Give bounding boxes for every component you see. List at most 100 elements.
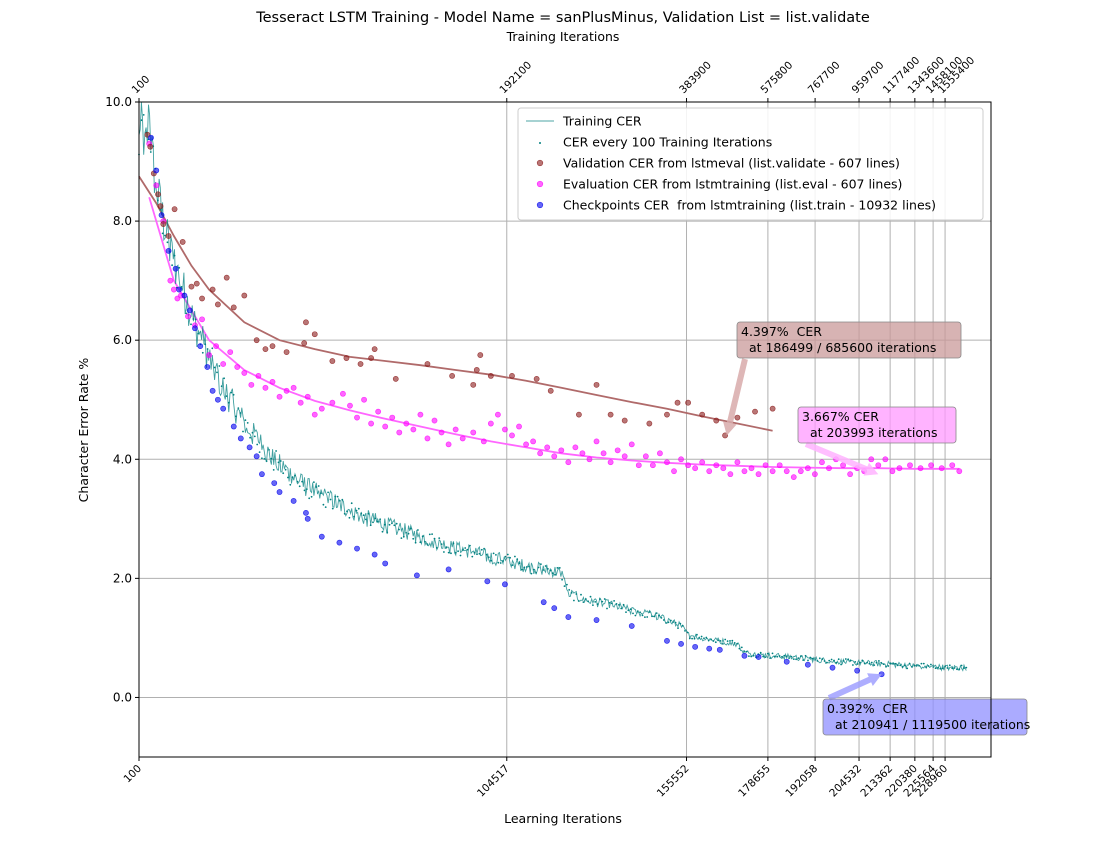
every-100-point <box>882 663 885 665</box>
validation-point <box>188 283 195 290</box>
validation-point <box>664 411 670 418</box>
checkpoint-point <box>336 539 343 546</box>
every-100-point <box>402 535 405 538</box>
every-100-point <box>440 543 443 545</box>
evaluation-point <box>600 450 607 457</box>
every-100-point <box>230 391 233 394</box>
every-100-point <box>651 615 653 618</box>
every-100-point <box>889 662 892 665</box>
checkpoints-annotation-arrow <box>827 673 882 701</box>
every-100-point <box>232 393 235 396</box>
evaluation-point <box>290 384 297 391</box>
every-100-point <box>433 537 436 540</box>
every-100-point <box>483 547 485 550</box>
validation-point <box>155 191 161 198</box>
every-100-point <box>835 661 838 664</box>
evaluation-point <box>424 435 431 442</box>
validation-point <box>262 346 269 353</box>
every-100-point <box>575 593 578 595</box>
evaluation-point <box>248 381 255 388</box>
top-x-axis-label: Training Iterations <box>506 29 620 44</box>
every-100-point <box>237 407 240 409</box>
every-100-point <box>774 655 776 658</box>
validation-point <box>230 304 237 311</box>
every-100-point <box>892 662 894 665</box>
legend-swatch-validation <box>536 159 544 167</box>
every-100-point <box>679 622 682 625</box>
evaluation-point <box>804 465 811 472</box>
checkpoint-point <box>259 471 265 478</box>
evaluation-point <box>621 453 628 460</box>
validation-point <box>674 399 681 406</box>
evaluation-point <box>304 393 311 400</box>
every-100-point <box>615 603 618 605</box>
checkpoint-point <box>783 658 790 665</box>
evaluation-point <box>354 414 360 421</box>
validation-point <box>477 352 484 358</box>
evaluation-point <box>276 393 283 400</box>
every-100-point <box>303 489 306 492</box>
validation-point <box>357 361 364 367</box>
every-100-point <box>854 661 857 663</box>
every-100-point <box>636 610 639 613</box>
evaluation-point <box>311 411 318 418</box>
every-100-point <box>963 667 965 669</box>
checkpoint-point <box>176 286 183 293</box>
validation-point <box>722 432 728 439</box>
checkpoint-point <box>197 343 204 350</box>
every-100-point <box>355 509 358 512</box>
evaluation-annotation-box <box>797 406 957 444</box>
every-100-point <box>828 659 831 662</box>
every-100-point <box>480 548 483 551</box>
y-tick-label: 10.0 <box>105 95 132 109</box>
every-100-point <box>859 661 861 664</box>
validation-point <box>160 221 167 227</box>
every-100-point <box>431 533 433 535</box>
every-100-point <box>686 631 689 634</box>
every-100-point <box>305 488 308 490</box>
checkpoint-point <box>148 134 154 141</box>
every-100-point <box>270 457 273 460</box>
every-100-point <box>866 661 868 664</box>
every-100-point <box>301 480 303 483</box>
validation-point <box>303 319 309 326</box>
checkpoint-point <box>445 566 452 573</box>
checkpoint-point <box>741 652 748 659</box>
validation-point <box>533 375 540 382</box>
every-100-point <box>268 449 270 451</box>
every-100-point <box>670 619 672 622</box>
validation-point <box>487 373 494 379</box>
evaluation-point <box>558 447 565 454</box>
legend-label-checkpoints: Checkpoints CER from lstmtraining (list.… <box>563 198 936 213</box>
every-100-point <box>785 655 788 658</box>
every-100-point <box>665 622 667 624</box>
every-100-point <box>367 512 370 515</box>
every-100-point <box>915 664 918 666</box>
every-100-point <box>535 572 537 574</box>
validation-point <box>179 239 186 245</box>
every-100-point <box>324 506 327 508</box>
every-100-point <box>927 665 930 667</box>
validation-annotation-line1: 4.397% CER <box>741 324 822 339</box>
every-100-point <box>596 603 599 606</box>
checkpoint-point <box>290 498 297 504</box>
every-100-point <box>317 485 320 487</box>
checkpoint-point <box>593 617 600 623</box>
evaluation-point <box>797 468 804 475</box>
every-100-point <box>698 637 701 639</box>
checkpoint-point <box>628 623 635 629</box>
evaluation-point <box>516 423 522 430</box>
every-100-point <box>592 604 594 606</box>
checkpoint-point <box>209 387 216 394</box>
every-100-point <box>277 461 280 464</box>
every-100-point <box>246 422 249 424</box>
every-100-point <box>310 495 313 498</box>
every-100-point <box>577 600 580 602</box>
every-100-point <box>901 666 904 668</box>
every-100-point <box>629 608 632 611</box>
every-100-point <box>514 555 516 558</box>
every-100-point <box>861 659 864 662</box>
validation-point <box>368 355 375 361</box>
every-100-point <box>244 419 247 421</box>
